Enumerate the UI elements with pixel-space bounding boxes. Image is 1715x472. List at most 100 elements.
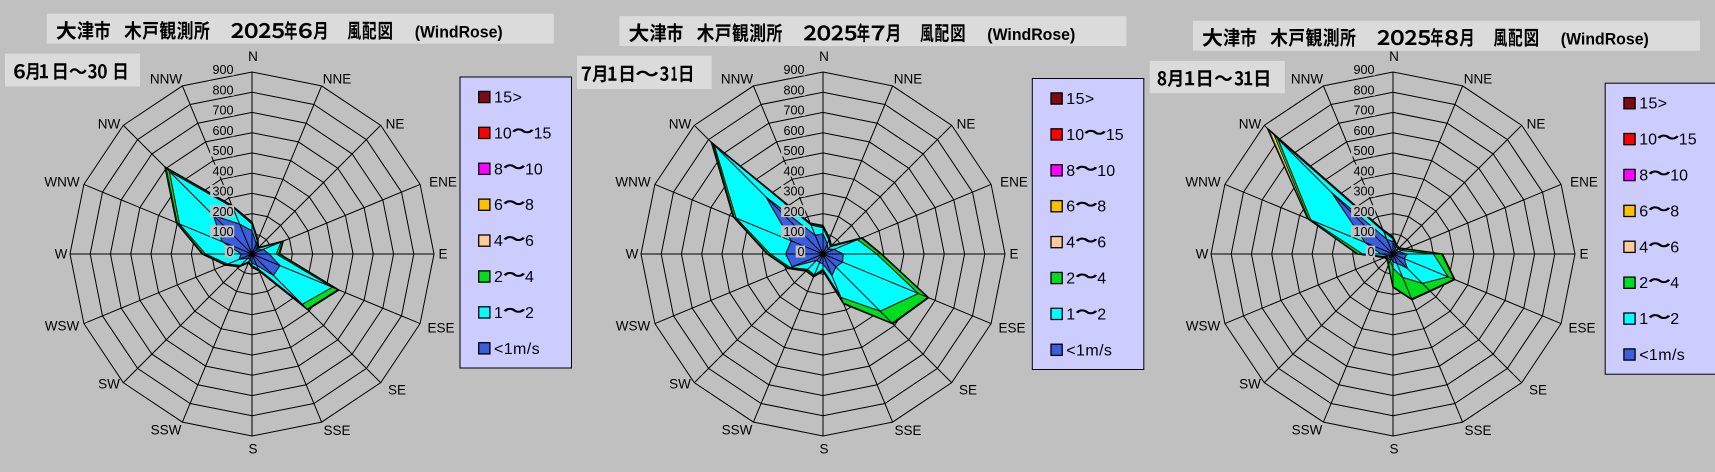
svg-text:4: 4: [1066, 235, 1075, 252]
svg-text:8: 8: [1066, 163, 1075, 180]
svg-text:200: 200: [1353, 205, 1374, 219]
svg-text:2: 2: [525, 305, 534, 322]
svg-text:N: N: [819, 49, 829, 64]
svg-text:400: 400: [783, 164, 804, 178]
svg-text:SSW: SSW: [151, 423, 182, 438]
svg-text:SW: SW: [1239, 377, 1261, 392]
svg-text:WSW: WSW: [1186, 319, 1221, 334]
svg-text:2: 2: [1097, 306, 1106, 323]
svg-text:6: 6: [1670, 239, 1679, 256]
svg-text:ENE: ENE: [1000, 175, 1028, 190]
svg-text:(WindRose): (WindRose): [1561, 30, 1649, 49]
svg-text:<1m/s: <1m/s: [1639, 347, 1685, 364]
svg-text:(WindRose): (WindRose): [987, 25, 1075, 44]
svg-text:10: 10: [1670, 168, 1688, 185]
svg-text:4: 4: [1097, 271, 1106, 288]
svg-text:SSE: SSE: [1464, 423, 1491, 438]
svg-text:NE: NE: [386, 117, 405, 132]
svg-text:NNW: NNW: [150, 72, 182, 87]
svg-text:NE: NE: [957, 117, 976, 132]
svg-text:800: 800: [1353, 83, 1374, 97]
svg-text:E: E: [438, 247, 447, 262]
svg-text:15: 15: [1106, 127, 1124, 144]
svg-text:NW: NW: [98, 117, 121, 132]
svg-text:700: 700: [1353, 104, 1374, 118]
svg-text:200: 200: [212, 205, 233, 219]
svg-text:10: 10: [494, 125, 512, 142]
svg-text:800: 800: [212, 83, 233, 97]
svg-text:10: 10: [1066, 127, 1084, 144]
svg-text:400: 400: [212, 164, 233, 178]
svg-text:W: W: [55, 247, 68, 262]
svg-text:ESE: ESE: [998, 321, 1025, 336]
svg-text:0: 0: [226, 245, 233, 259]
svg-text:600: 600: [212, 124, 233, 138]
svg-text:N: N: [1389, 49, 1399, 64]
svg-text:700: 700: [212, 104, 233, 118]
svg-text:W: W: [1196, 247, 1209, 262]
svg-text:8: 8: [1639, 168, 1648, 185]
svg-text:ESE: ESE: [1568, 321, 1595, 336]
svg-text:WSW: WSW: [45, 319, 80, 334]
svg-text:10: 10: [1097, 163, 1115, 180]
svg-text:NNE: NNE: [894, 72, 923, 87]
svg-text:SE: SE: [388, 383, 406, 398]
svg-text:NNW: NNW: [1291, 72, 1323, 87]
svg-text:300: 300: [1353, 185, 1374, 199]
svg-text:100: 100: [212, 225, 233, 239]
svg-text:NE: NE: [1527, 117, 1546, 132]
svg-text:600: 600: [1353, 124, 1374, 138]
svg-text:4: 4: [494, 233, 503, 250]
svg-text:SSW: SSW: [722, 423, 753, 438]
svg-text:<1m/s: <1m/s: [1066, 342, 1112, 359]
svg-text:1: 1: [1066, 306, 1075, 323]
svg-text:2: 2: [494, 269, 503, 286]
svg-text:NNW: NNW: [721, 72, 753, 87]
svg-text:2: 2: [1066, 271, 1075, 288]
svg-text:8: 8: [1670, 203, 1679, 220]
svg-text:100: 100: [783, 225, 804, 239]
svg-text:S: S: [819, 442, 828, 457]
svg-text:SSE: SSE: [894, 423, 921, 438]
svg-text:WNW: WNW: [1185, 175, 1220, 190]
svg-text:400: 400: [1353, 164, 1374, 178]
svg-text:300: 300: [783, 185, 804, 199]
svg-text:10: 10: [1639, 132, 1657, 149]
svg-text:6: 6: [1097, 235, 1106, 252]
svg-text:ESE: ESE: [427, 321, 454, 336]
svg-text:SW: SW: [669, 377, 691, 392]
svg-text:6: 6: [1639, 203, 1648, 220]
svg-text:WNW: WNW: [615, 175, 650, 190]
svg-text:500: 500: [783, 144, 804, 158]
svg-text:1: 1: [494, 305, 503, 322]
svg-text:15>: 15>: [1639, 96, 1667, 113]
svg-text:15: 15: [534, 125, 552, 142]
svg-text:10: 10: [525, 161, 543, 178]
svg-text:15>: 15>: [1066, 91, 1094, 108]
svg-text:E: E: [1579, 247, 1588, 262]
svg-text:NNE: NNE: [323, 72, 352, 87]
svg-text:900: 900: [783, 63, 804, 77]
svg-text:300: 300: [212, 185, 233, 199]
svg-text:6: 6: [1066, 199, 1075, 216]
svg-text:700: 700: [783, 104, 804, 118]
svg-text:<1m/s: <1m/s: [494, 341, 540, 358]
svg-text:S: S: [248, 442, 257, 457]
svg-text:200: 200: [783, 205, 804, 219]
svg-text:4: 4: [1639, 239, 1648, 256]
svg-text:600: 600: [783, 124, 804, 138]
svg-text:W: W: [626, 247, 639, 262]
svg-text:100: 100: [1353, 225, 1374, 239]
svg-text:4: 4: [525, 269, 534, 286]
svg-text:6: 6: [525, 233, 534, 250]
svg-text:2: 2: [1670, 311, 1679, 328]
svg-text:SW: SW: [98, 377, 120, 392]
svg-text:1: 1: [1639, 311, 1648, 328]
svg-text:500: 500: [1353, 144, 1374, 158]
svg-text:NW: NW: [1239, 117, 1262, 132]
svg-text:N: N: [248, 49, 258, 64]
svg-text:S: S: [1389, 442, 1398, 457]
svg-text:E: E: [1009, 247, 1018, 262]
svg-text:WSW: WSW: [616, 319, 651, 334]
svg-text:15>: 15>: [494, 90, 522, 107]
